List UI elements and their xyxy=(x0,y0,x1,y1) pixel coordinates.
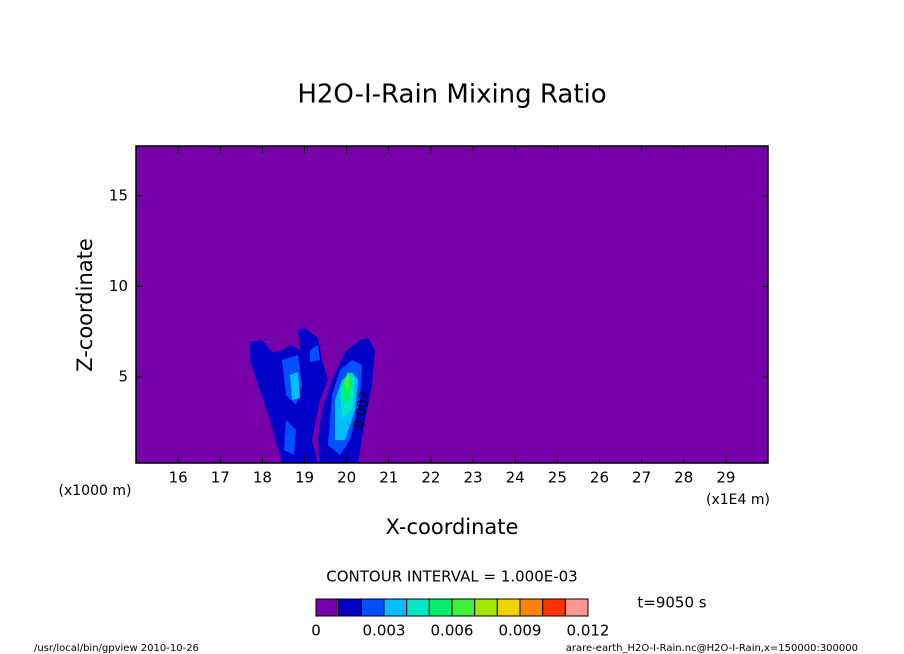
x-unit-label: (x1000 m) xyxy=(59,483,132,499)
x-tick-label: 29 xyxy=(716,469,735,487)
contour-fill xyxy=(290,372,300,400)
x-tick-label: 16 xyxy=(169,469,188,487)
x-tick-label: 21 xyxy=(379,469,398,487)
x-tick-label: 22 xyxy=(421,469,440,487)
colorbar-box xyxy=(564,598,589,617)
x-axis-label: X-coordinate xyxy=(386,515,519,539)
contour-label: 0.002 xyxy=(351,390,372,429)
y-tick-label: 5 xyxy=(118,367,128,385)
colorbar-box xyxy=(428,598,453,617)
x-tick-label: 26 xyxy=(590,469,609,487)
x-tick-label: 25 xyxy=(548,469,567,487)
contour-fills xyxy=(250,328,375,463)
y-tick-label: 10 xyxy=(109,277,128,295)
contour-fill xyxy=(284,420,296,455)
x-tick-label: 18 xyxy=(253,469,272,487)
colorbar-box xyxy=(315,598,340,617)
x-tick-label: 19 xyxy=(295,469,314,487)
colorbar-label: 0 xyxy=(311,622,321,640)
chart-title: H2O-I-Rain Mixing Ratio xyxy=(297,80,606,110)
colorbar-label: 0.012 xyxy=(567,622,610,640)
colorbar-box xyxy=(383,598,408,617)
colorbar-box xyxy=(406,598,430,617)
x-tick-label: 28 xyxy=(674,469,693,487)
time-label: t=9050 s xyxy=(637,594,706,612)
footer: arare-earth_H2O-I-Rain.nc@H2O-I-Rain,x=1… xyxy=(566,643,858,654)
x-tick-label: 20 xyxy=(337,469,356,487)
colorbar-label: 0.006 xyxy=(431,622,474,640)
x-tick-label: 17 xyxy=(211,469,230,487)
colorbar-box xyxy=(338,598,362,617)
y-tick-label: 15 xyxy=(109,186,128,204)
colorbar-box xyxy=(360,598,385,617)
x-tick-label: 24 xyxy=(506,469,525,487)
contour-fill xyxy=(344,375,350,392)
x-unit-label: (x1E4 m) xyxy=(706,492,770,508)
colorbar-box xyxy=(474,598,498,617)
colorbar-label: 0.009 xyxy=(499,622,542,640)
colorbar-box xyxy=(496,598,521,617)
contour-background xyxy=(136,146,768,463)
y-axis-label: Z-coordinate xyxy=(73,238,97,372)
colorbar-box xyxy=(451,598,476,617)
footer: /usr/local/bin/gpview 2010-10-26 xyxy=(34,643,199,654)
colorbar-box xyxy=(519,598,544,617)
plot-frame xyxy=(135,145,769,464)
colorbar-label: 0.003 xyxy=(363,622,406,640)
x-tick-label: 23 xyxy=(464,469,483,487)
colorbar-box xyxy=(542,598,566,617)
x-tick-label: 27 xyxy=(632,469,651,487)
contour-fill xyxy=(310,345,320,362)
contour-interval: CONTOUR INTERVAL = 1.000E-03 xyxy=(326,568,577,586)
